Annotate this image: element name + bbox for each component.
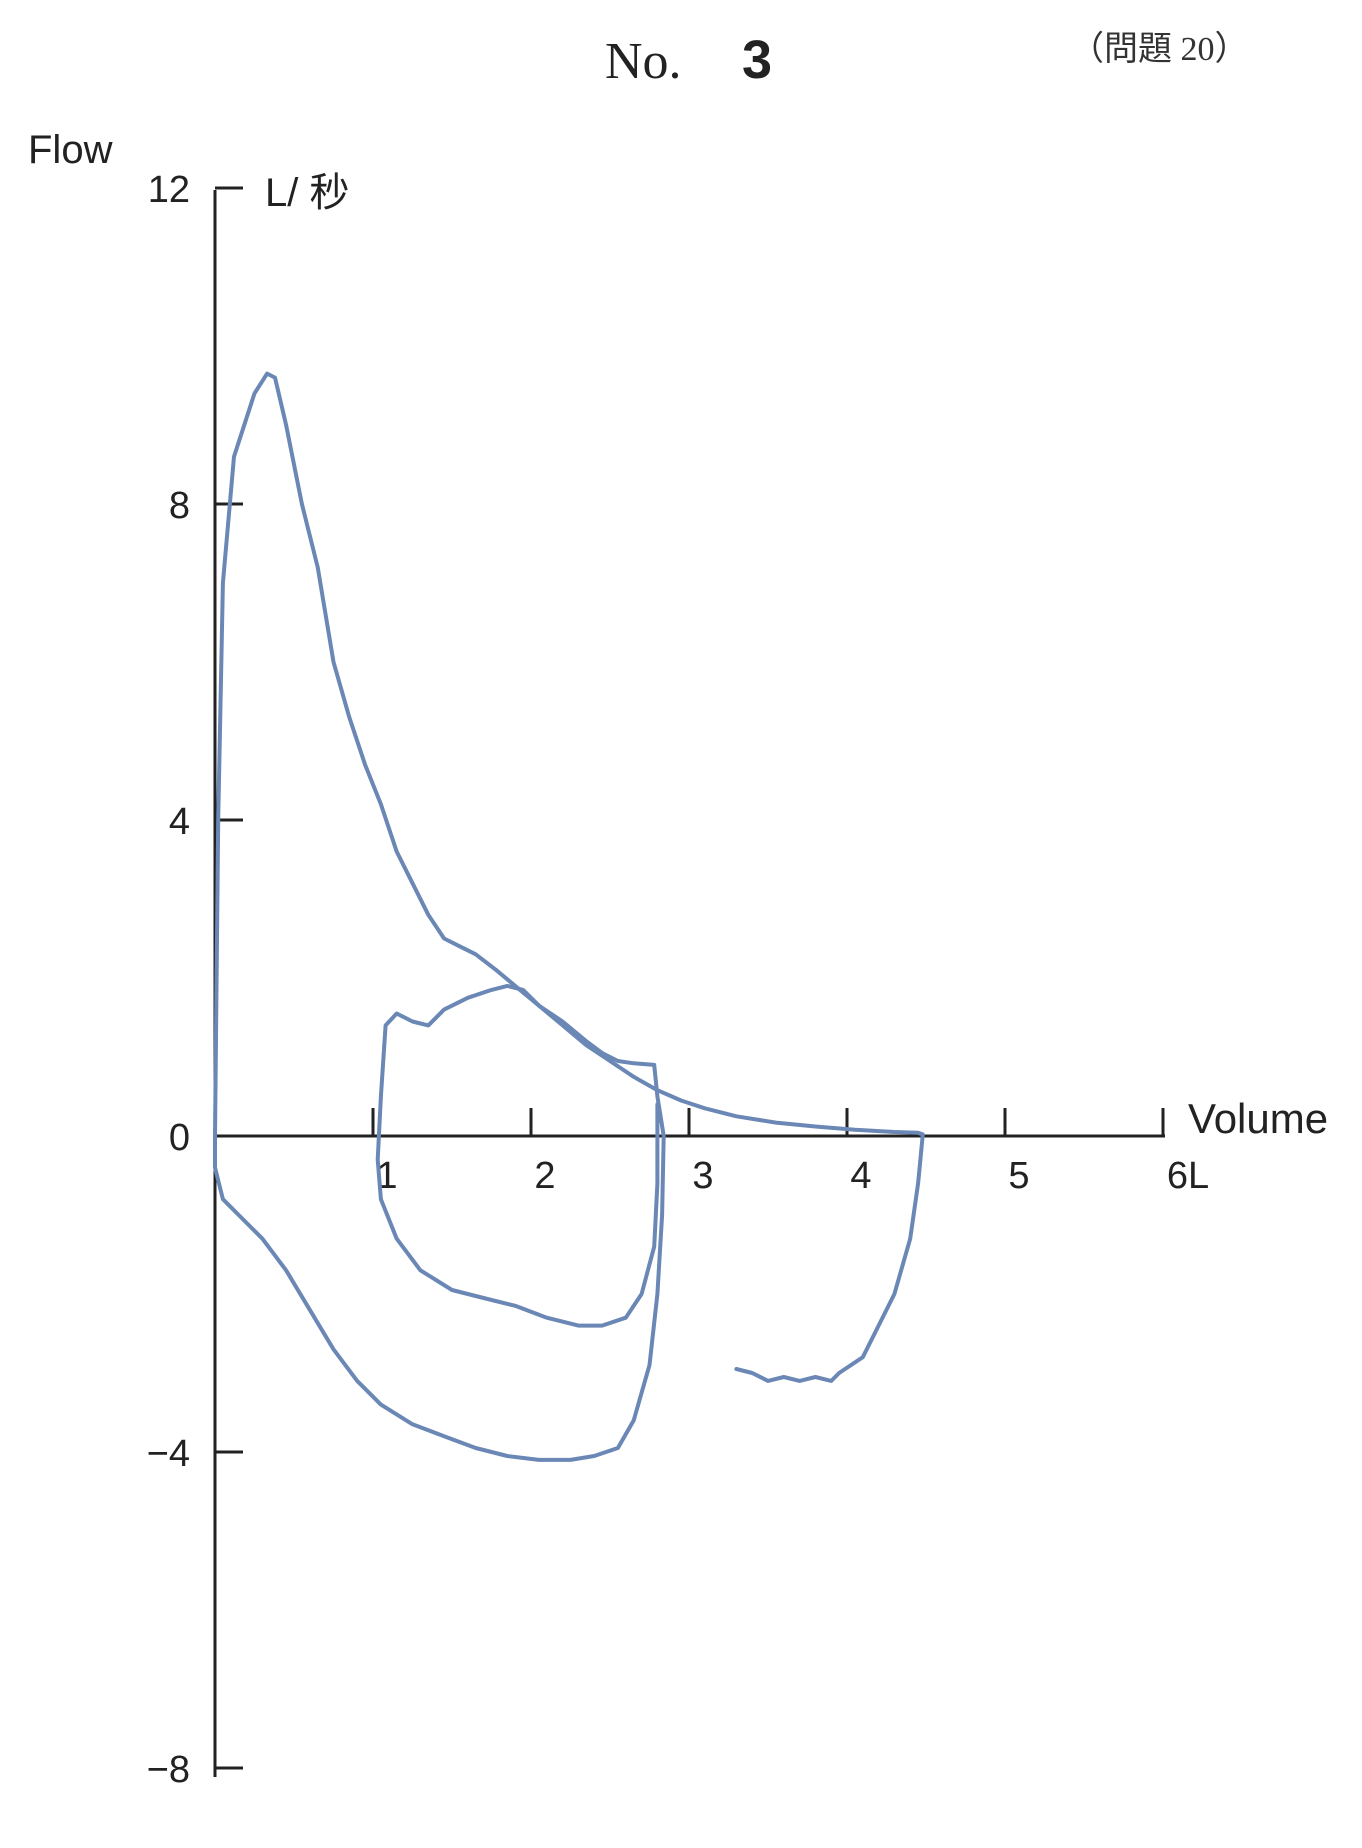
y-tick-label: −8 [147,1749,190,1791]
x-tick-label: 4 [850,1155,871,1197]
series-line-1 [213,371,925,1383]
header-no-value: 3 [742,30,772,90]
x-tick-label: 5 [1008,1155,1029,1197]
y-tick-label: 0 [169,1117,190,1159]
x-ticks: 1 2 3 4 5 6L [371,1108,1209,1197]
series-line-2 [213,983,666,1462]
y-tick-label: 12 [148,169,190,211]
header-no-label: No. [605,33,682,90]
x-axis-label: Volume [1188,1095,1328,1142]
y-tick-label: 8 [169,485,190,527]
y-axis-label: Flow [28,128,113,172]
y-ticks: 12 8 4 0 −4 −8 [147,169,243,1791]
y-tick-label: −4 [147,1433,190,1475]
y-tick-label: 4 [169,801,190,843]
y-axis-unit: L/ 秒 [265,171,349,215]
x-tick-label: 6L [1167,1155,1209,1197]
header-question-ref: （問題 20） [1070,30,1249,68]
x-tick-label: 2 [534,1155,555,1197]
x-tick-label: 3 [692,1155,713,1197]
data-series [213,371,925,1462]
